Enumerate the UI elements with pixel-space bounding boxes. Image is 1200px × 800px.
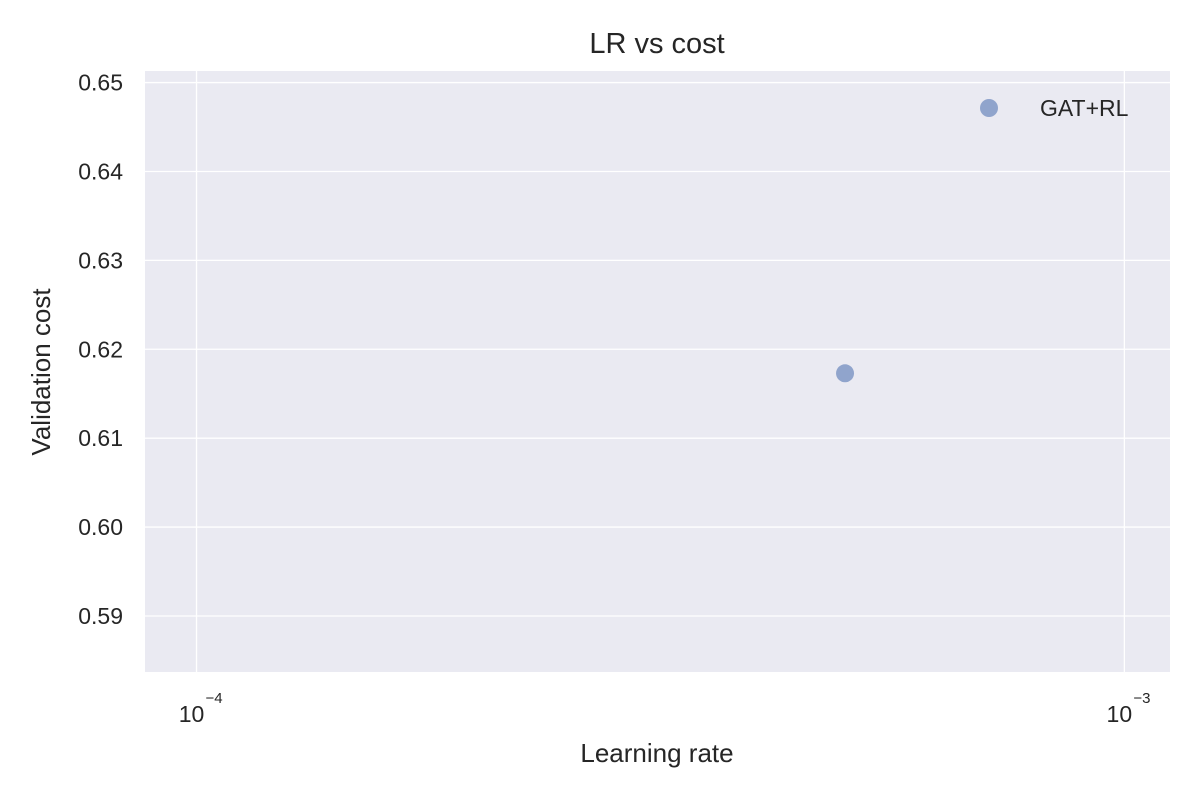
y-axis-label: Validation cost <box>26 288 56 456</box>
data-points <box>836 364 855 383</box>
x-axis-label: Learning rate <box>580 738 733 768</box>
x-tick-base: 10 <box>179 701 205 727</box>
y-tick-label: 0.59 <box>78 603 123 629</box>
y-tick-label: 0.60 <box>78 514 123 540</box>
y-tick-label: 0.64 <box>78 158 123 184</box>
y-tick-label: 0.63 <box>78 247 123 273</box>
chart-title: LR vs cost <box>589 28 724 60</box>
y-tick-label: 0.65 <box>78 70 123 96</box>
data-point <box>836 364 855 383</box>
y-tick-label: 0.61 <box>78 425 123 451</box>
x-tick-base: 10 <box>1107 701 1133 727</box>
x-tick-label: 10−3 <box>1107 690 1151 727</box>
grid-lines <box>145 71 1170 672</box>
x-tick-label: 10−4 <box>179 690 223 727</box>
legend-marker <box>980 99 998 117</box>
x-tick-exponent: −4 <box>206 690 223 707</box>
plot-area <box>145 71 1170 672</box>
y-tick-labels: 0.59 0.60 0.61 0.62 0.63 0.64 0.65 <box>78 70 123 629</box>
y-tick-label: 0.62 <box>78 336 123 362</box>
x-tick-labels: 10−410−3 <box>179 690 1151 727</box>
legend: GAT+RL <box>980 95 1129 121</box>
legend-label: GAT+RL <box>1040 95 1129 121</box>
x-tick-exponent: −3 <box>1133 690 1150 707</box>
